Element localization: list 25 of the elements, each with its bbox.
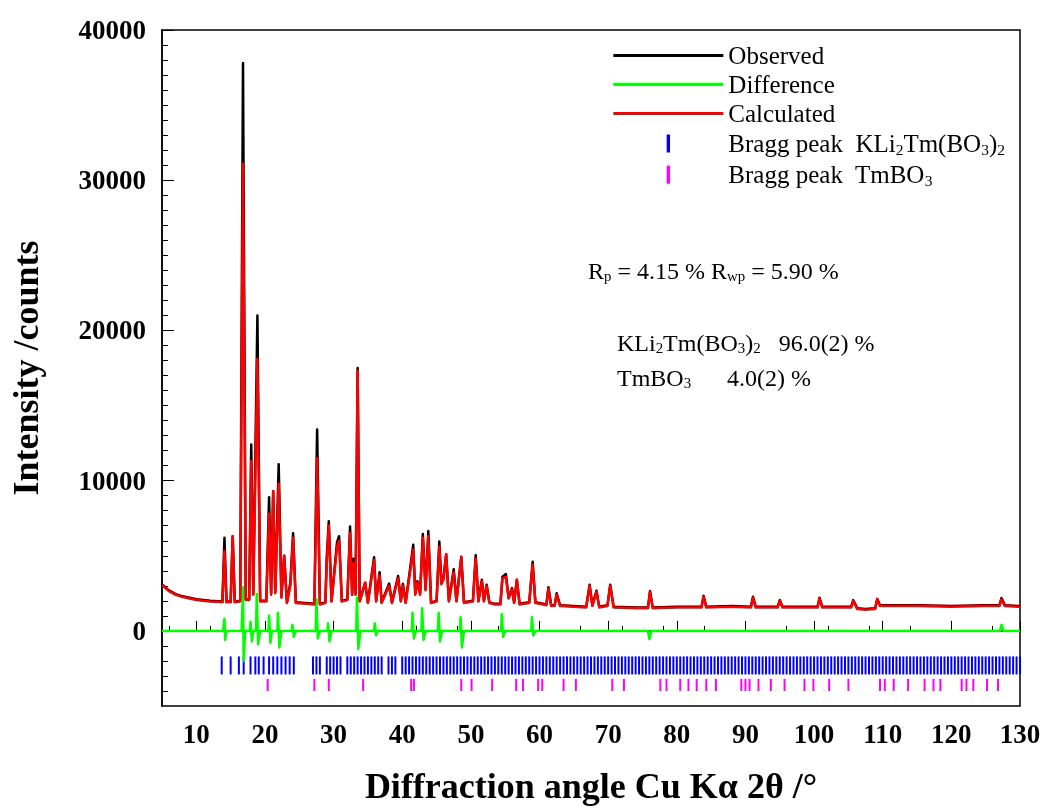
y-tick-label: 10000: [78, 465, 146, 496]
y-tick-label: 0: [132, 615, 146, 646]
x-tick-label: 110: [863, 718, 903, 749]
x-tick-label: 100: [793, 718, 835, 749]
x-tick-label: 130: [999, 718, 1041, 749]
x-tick-label: 40: [388, 718, 416, 749]
x-tick-label: 20: [251, 718, 279, 749]
y-tick-label: 40000: [78, 15, 146, 45]
x-axis-title: Diffraction angle Cu Kα 2θ /°: [364, 766, 818, 806]
x-tick-label: 70: [594, 718, 622, 749]
x-tick-label: 60: [526, 718, 554, 749]
legend-label: Calculated: [728, 100, 836, 127]
legend-label: Difference: [728, 71, 835, 98]
x-tick-label: 50: [457, 718, 485, 749]
x-tick-label: 30: [320, 718, 348, 749]
y-tick-label: 20000: [78, 315, 146, 346]
y-tick-label: 30000: [78, 165, 146, 196]
line-series: [160, 586, 1022, 663]
x-tick-label: 120: [931, 718, 972, 749]
x-tick-label: 10: [182, 718, 210, 749]
x-tick-label: 90: [731, 718, 759, 749]
legend-label: Observed: [728, 42, 825, 69]
line-series: [160, 162, 1022, 612]
x-tick-label: 80: [663, 718, 691, 749]
y-axis-title: Intensity /counts: [6, 240, 46, 496]
